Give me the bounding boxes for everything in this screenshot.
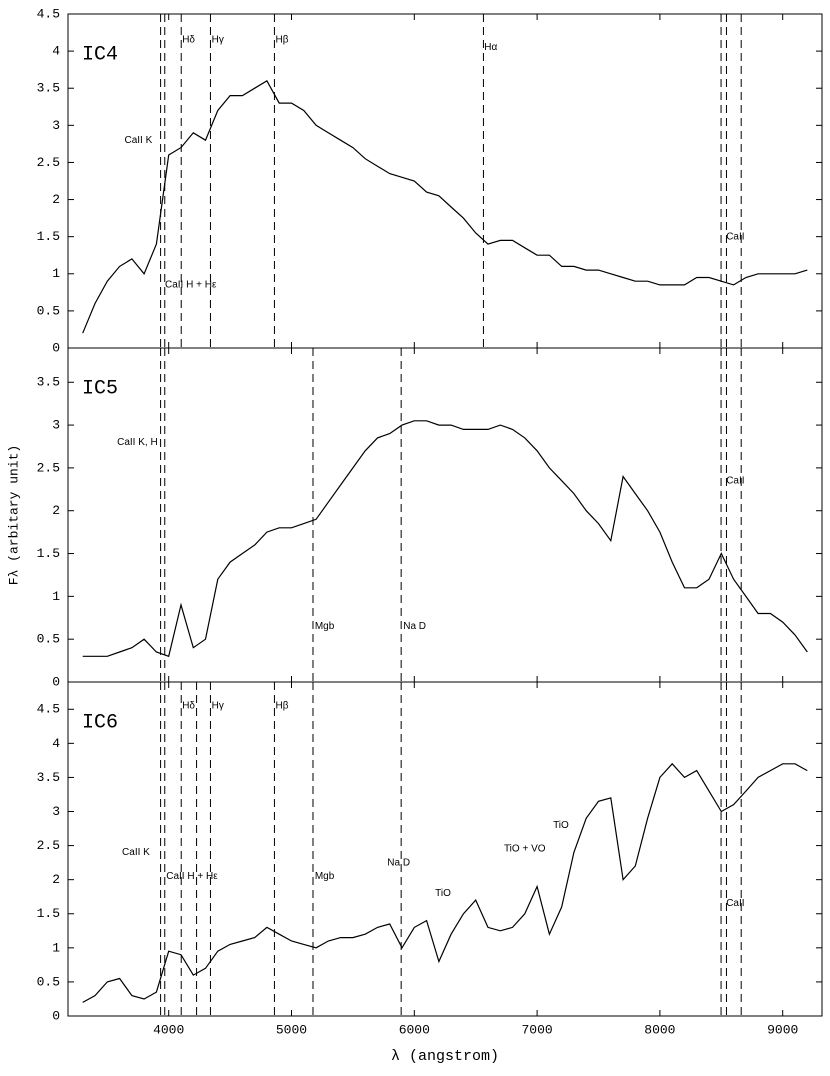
panel-title: IC6 xyxy=(82,711,118,734)
y-tick-label: 3.5 xyxy=(37,81,60,96)
annotation: CaII K, H xyxy=(117,437,158,448)
annotation: Hγ xyxy=(212,35,224,46)
y-tick-label: 1.5 xyxy=(37,229,60,244)
x-tick-label: 5000 xyxy=(276,1022,307,1037)
x-tick-label: 6000 xyxy=(399,1022,430,1037)
spectrum-line xyxy=(82,762,808,1003)
y-tick-label: 2 xyxy=(52,503,60,518)
y-tick-label: 4.5 xyxy=(37,6,60,21)
y-tick-label: 1 xyxy=(52,589,60,604)
y-tick-label: 4 xyxy=(52,44,60,59)
panel-title: IC5 xyxy=(82,377,118,400)
y-tick-label: 0.5 xyxy=(37,303,60,318)
annotation: Hα xyxy=(484,42,497,53)
y-tick-label: 0 xyxy=(52,1008,60,1023)
annotation: CaII K xyxy=(122,847,150,858)
x-tick-label: 9000 xyxy=(767,1022,798,1037)
annotation: CaII xyxy=(726,898,744,909)
y-tick-label: 2.5 xyxy=(37,155,60,170)
annotation: CaII H + Hε xyxy=(166,871,218,882)
annotation: Mgb xyxy=(315,871,335,882)
spectrum-line xyxy=(82,420,808,658)
annotation: TiO xyxy=(435,888,451,899)
y-tick-label: 0 xyxy=(52,340,60,355)
annotation: Mgb xyxy=(315,621,335,632)
y-tick-label: 3 xyxy=(52,418,60,433)
panel-frame xyxy=(67,13,823,349)
annotation: Na D xyxy=(387,857,410,868)
y-tick-label: 1 xyxy=(52,940,60,955)
panel-title: IC4 xyxy=(82,43,118,66)
annotation: TiO + VO xyxy=(504,844,546,855)
annotation: Hβ xyxy=(276,700,289,711)
y-tick-label: 4.5 xyxy=(37,702,60,717)
annotation: CaII xyxy=(726,475,744,486)
annotation: CaII xyxy=(726,231,744,242)
x-tick-label: 8000 xyxy=(644,1022,675,1037)
y-tick-label: 4 xyxy=(52,736,60,751)
x-tick-label: 7000 xyxy=(521,1022,552,1037)
y-tick-label: 2 xyxy=(52,872,60,887)
annotation: Hγ xyxy=(212,700,224,711)
y-tick-label: 1.5 xyxy=(37,546,60,561)
y-tick-label: 2.5 xyxy=(37,838,60,853)
y-tick-label: 0 xyxy=(52,674,60,689)
y-tick-label: 2.5 xyxy=(37,460,60,475)
annotation: Na D xyxy=(403,621,426,632)
y-tick-label: 3.5 xyxy=(37,375,60,390)
y-tick-label: 1.5 xyxy=(37,906,60,921)
annotation: Hδ xyxy=(182,700,195,711)
y-tick-label: 3.5 xyxy=(37,770,60,785)
y-tick-label: 3 xyxy=(52,118,60,133)
annotation: TiO xyxy=(553,820,569,831)
y-axis-label: Fλ (arbitary unit) xyxy=(6,445,21,585)
annotation: CaII H + Hε xyxy=(165,280,217,291)
panel-frame xyxy=(67,681,823,1017)
panel-frame xyxy=(67,347,823,683)
x-tick-label: 4000 xyxy=(153,1022,184,1037)
y-tick-label: 1 xyxy=(52,266,60,281)
y-tick-label: 0.5 xyxy=(37,974,60,989)
spectrum-line xyxy=(82,79,808,334)
y-tick-label: 0.5 xyxy=(37,632,60,647)
y-tick-label: 2 xyxy=(52,192,60,207)
annotation: CaII K xyxy=(124,135,152,146)
x-axis-label: λ (angstrom) xyxy=(391,1048,499,1065)
annotation: Hδ xyxy=(182,35,195,46)
annotation: Hβ xyxy=(276,35,289,46)
y-tick-label: 3 xyxy=(52,804,60,819)
